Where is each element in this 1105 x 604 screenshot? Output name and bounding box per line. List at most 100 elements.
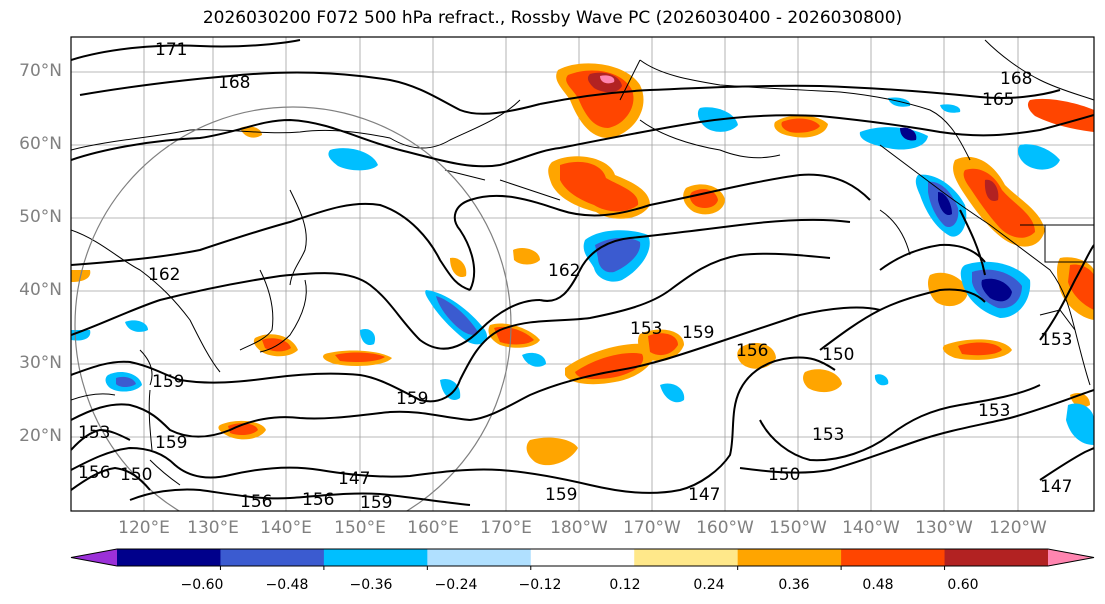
contour-label: 147 — [1040, 477, 1072, 497]
anomaly-negative-region — [1017, 144, 1060, 170]
lon-label: 180°W — [550, 518, 608, 538]
lat-label: 40°N — [19, 280, 62, 300]
lon-label: 130°W — [915, 518, 973, 538]
lat-label: 50°N — [19, 207, 62, 227]
anomaly-negative-region — [874, 374, 889, 386]
height-contours — [71, 39, 1094, 506]
contour-label: 159 — [545, 485, 577, 505]
colorbar-segment — [841, 549, 946, 566]
lon-label: 170°W — [623, 518, 681, 538]
lon-label: 130°E — [187, 518, 239, 538]
contour-label: 159 — [396, 389, 428, 409]
colorbar-extend-min — [71, 549, 117, 566]
anomaly-positive-region — [689, 189, 718, 208]
contour-label: 156 — [78, 463, 110, 483]
contour-label: 168 — [1000, 69, 1032, 89]
anomaly-negative-region — [1066, 403, 1094, 445]
contour-label: 171 — [155, 40, 187, 60]
colorbar-tick-label: −0.12 — [518, 577, 562, 593]
colorbar-segment — [117, 549, 221, 566]
anomaly-negative-region — [360, 328, 376, 346]
anomaly-positive-region — [575, 352, 644, 380]
anomaly-negative-region — [125, 320, 148, 332]
anomaly-positive-region — [600, 75, 615, 84]
anomaly-negative-region — [522, 352, 546, 367]
contour-label-group: 171 168 165 168 162 162 159 159 159 153 … — [78, 40, 1072, 513]
contour-label: 153 — [78, 423, 110, 443]
contour-label: 162 — [548, 261, 580, 281]
colorbar-tick-label: −0.60 — [180, 577, 224, 593]
anomaly-positive-region — [513, 248, 540, 265]
colorbar-tick-label: 0.24 — [693, 577, 725, 593]
lon-label: 120°E — [118, 518, 170, 538]
anomaly-positive-region — [963, 168, 1035, 238]
colorbar-tick-label: −0.48 — [265, 577, 309, 593]
lon-label: 120°W — [989, 518, 1047, 538]
anomaly-negative-region — [900, 127, 917, 141]
contour-label: 159 — [152, 372, 184, 392]
contour-label: 159 — [360, 493, 392, 513]
anomaly-negative-region — [660, 383, 685, 403]
reference-circle — [74, 106, 512, 511]
colorbar-tick-label: −0.36 — [349, 577, 393, 593]
lon-label: 160°E — [407, 518, 459, 538]
contour-label: 156 — [302, 490, 334, 510]
anomaly-positive-region — [494, 326, 534, 345]
colorbar-segment — [530, 549, 635, 566]
anomaly-negative-region — [116, 376, 136, 387]
colorbar-tick-label: 0.12 — [609, 577, 641, 593]
anomaly-negative-region — [436, 296, 478, 335]
shaded-anomalies — [71, 63, 1094, 466]
anomaly-positive-region — [737, 343, 776, 369]
anomaly-negative-region — [440, 378, 461, 400]
anomaly-negative-region — [938, 192, 952, 216]
colorbar-outline — [70, 548, 1095, 567]
lat-label: 60°N — [19, 134, 62, 154]
colorbar-tick-label: 0.48 — [862, 577, 894, 593]
anomaly-positive-region — [560, 161, 639, 212]
contour-label: 168 — [218, 73, 250, 93]
contour-label: 159 — [155, 433, 187, 453]
colorbar-tick-label: 0.60 — [947, 577, 979, 593]
contour-label: 153 — [812, 425, 844, 445]
anomaly-positive-region — [450, 257, 467, 278]
colorbar-tick-label: −0.24 — [434, 577, 478, 593]
anomaly-positive-region — [1027, 98, 1094, 132]
anomaly-negative-region — [940, 104, 961, 113]
contour-label: 159 — [682, 323, 714, 343]
lat-label: 70°N — [19, 61, 62, 81]
anomaly-positive-region — [262, 338, 291, 352]
anomaly-positive-region — [335, 352, 385, 362]
contour-label: 150 — [822, 345, 854, 365]
colorbar-segment — [220, 549, 325, 566]
anomaly-positive-region — [958, 342, 1002, 356]
thin-contours — [71, 209, 911, 486]
lat-label: 20°N — [19, 426, 62, 446]
contour-label: 162 — [148, 265, 180, 285]
contour-label: 156 — [736, 341, 768, 361]
colorbar-segment — [427, 549, 532, 566]
map-frame — [70, 36, 1095, 512]
contour-label: 153 — [978, 401, 1010, 421]
lon-label: 170°E — [480, 518, 532, 538]
anomaly-positive-region — [648, 333, 678, 356]
lon-label: 150°E — [334, 518, 386, 538]
anomaly-negative-region — [981, 278, 1012, 302]
map-title: 2026030200 F072 500 hPa refract., Rossby… — [202, 8, 903, 28]
lon-label: 140°W — [842, 518, 900, 538]
lon-label: 140°E — [260, 518, 312, 538]
colorbar-segment — [944, 549, 1049, 566]
contour-label: 150 — [120, 465, 152, 485]
contour-label: 153 — [630, 319, 662, 339]
colorbar-segment — [323, 549, 428, 566]
contour-label: 156 — [240, 492, 272, 512]
colorbar-extend-max — [1048, 549, 1094, 566]
colorbar-segment — [634, 549, 739, 566]
coastlines — [71, 39, 1094, 451]
anomaly-positive-region — [781, 118, 820, 133]
anomaly-positive-region — [803, 369, 842, 393]
lon-label: 160°W — [696, 518, 754, 538]
anomaly-positive-region — [526, 437, 578, 466]
anomaly-negative-region — [595, 237, 641, 273]
